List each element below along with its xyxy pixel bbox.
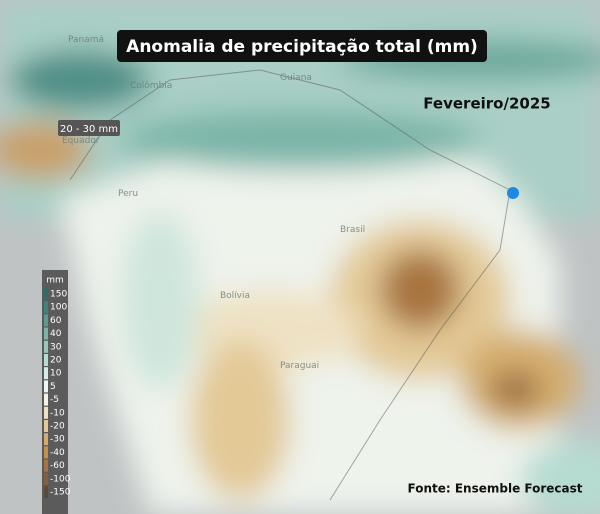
place-label: Paraguai <box>280 361 319 371</box>
legend-swatch <box>44 301 48 314</box>
place-label: Guiana <box>280 73 312 83</box>
place-label: Panamá <box>68 35 104 45</box>
legend-label: -60 <box>50 461 65 471</box>
legend-swatch <box>44 393 48 406</box>
location-dot <box>507 187 519 199</box>
legend-label: 30 <box>50 342 62 352</box>
legend: mm 150 100 60 40 30 20 10 5 -5 -10 -20 -30 -40 -60 -10… <box>42 270 71 514</box>
tooltip: 20 - 30 mm <box>60 124 118 135</box>
place-label: Peru <box>118 189 138 199</box>
legend-label: 5 <box>50 382 56 392</box>
title-box <box>117 30 487 62</box>
legend-swatch <box>44 354 48 366</box>
legend-swatch <box>44 472 48 485</box>
legend-label: -150 <box>50 488 71 498</box>
legend-label: -10 <box>50 408 65 418</box>
legend-swatch <box>44 314 48 327</box>
legend-swatch <box>44 406 48 419</box>
legend-label: 10 <box>50 369 62 379</box>
legend-swatch <box>44 446 48 459</box>
legend-swatch <box>44 367 48 380</box>
legend-swatch <box>44 433 48 446</box>
legend-label: -5 <box>50 395 59 405</box>
coastline <box>69 69 511 501</box>
place-label: Equador <box>62 136 100 146</box>
legend-label: -100 <box>50 474 71 484</box>
legend-label: -20 <box>50 422 65 432</box>
legend-swatch <box>44 420 48 432</box>
tooltip-box <box>58 120 120 136</box>
legend-swatch <box>44 340 48 353</box>
place-label: Bolívia <box>220 291 250 301</box>
place-label: Colômbia <box>130 80 172 91</box>
legend-label: 150 <box>50 290 67 300</box>
legend-label: -40 <box>50 448 65 458</box>
legend-swatch <box>44 486 48 498</box>
title: Anomalia de precipitação total (mm) <box>126 37 478 57</box>
legend-swatch <box>44 380 48 393</box>
legend-label: -30 <box>50 435 65 445</box>
legend-label: 40 <box>50 329 62 339</box>
legend-label: 100 <box>50 303 67 313</box>
period: Fevereiro/2025 <box>423 95 550 113</box>
legend-swatch <box>44 327 48 340</box>
legend-swatch <box>44 459 48 472</box>
source: Fonte: Ensemble Forecast <box>408 482 583 496</box>
legend-unit: mm <box>46 276 64 286</box>
place-label: Brasil <box>340 225 365 235</box>
legend-swatch <box>44 288 48 300</box>
legend-label: 60 <box>50 316 62 326</box>
legend-label: 20 <box>50 356 62 366</box>
